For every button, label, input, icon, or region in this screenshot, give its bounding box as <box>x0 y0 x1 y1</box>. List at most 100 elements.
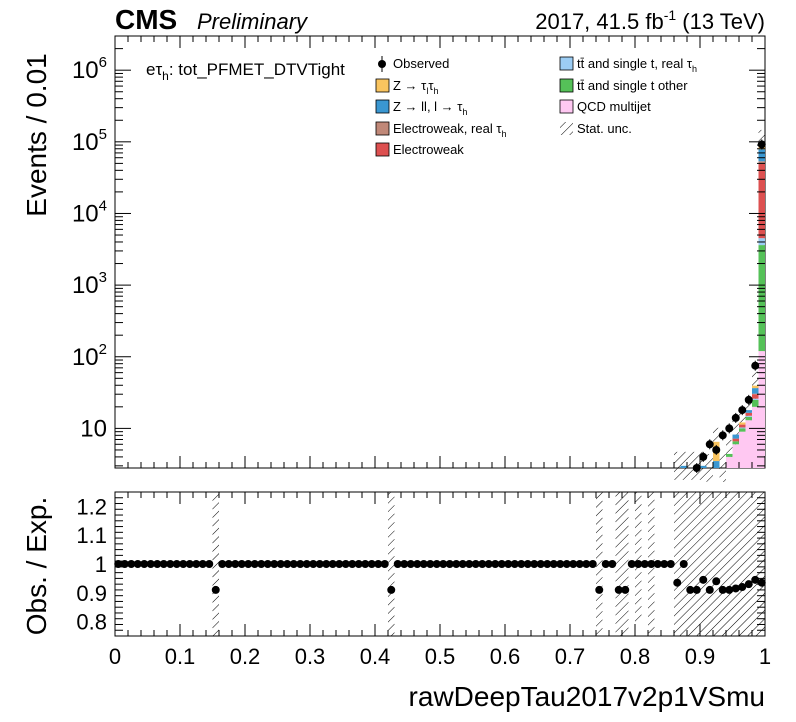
lower-ytick-label-3: 1.1 <box>76 523 107 548</box>
observed-point-8 <box>744 395 753 404</box>
ratio-point-11 <box>185 560 194 568</box>
bar-1-0.94 <box>726 453 733 457</box>
ratio-point-48 <box>426 560 435 568</box>
upper-ytick-label-base-5: 10 <box>72 57 99 84</box>
stat-unc-0.91 <box>706 454 713 482</box>
bar-3-0.97 <box>745 412 752 416</box>
channel-prefix: eτ <box>146 60 162 79</box>
bar-2-0.96 <box>739 427 746 429</box>
ratio-point-47 <box>419 560 428 568</box>
ratio-point-13 <box>198 560 207 568</box>
ratio-point-65 <box>536 560 545 568</box>
legend-label-4: Electroweak <box>393 142 464 157</box>
ratio-point-80 <box>634 560 643 568</box>
ratio-point-99 <box>757 578 766 587</box>
upper-ytick-label-exp-3: 4 <box>99 197 107 214</box>
bar-4-0.98 <box>752 393 759 395</box>
ratio-point-42 <box>387 585 396 594</box>
ratio-point-52 <box>452 560 461 568</box>
ratio-point-18 <box>231 560 240 568</box>
ratio-point-45 <box>406 560 415 568</box>
ratio-point-49 <box>432 560 441 568</box>
bar-5-0.92 <box>713 461 720 468</box>
ratio-point-98 <box>751 575 760 584</box>
ratio-point-92 <box>712 577 721 586</box>
bar-1-0.98 <box>752 399 759 407</box>
upper-ytick-label-exp-4: 5 <box>99 126 107 143</box>
ratio-point-40 <box>374 560 383 568</box>
ratio-point-9 <box>172 560 181 568</box>
ratio-point-32 <box>322 560 331 568</box>
bar-0-0.99 <box>758 351 765 468</box>
ratio-unc-band-6 <box>674 492 765 636</box>
observed-point-4 <box>718 431 727 440</box>
legend-label-text-7: QCD multijet <box>577 99 651 114</box>
legend-label-text-2: Z → ll, l → τ <box>393 99 463 114</box>
ratio-unc-band-2 <box>596 492 603 636</box>
legend-swatch-1 <box>375 78 390 93</box>
ratio-point-83 <box>653 560 662 568</box>
observed-point-0 <box>692 464 701 472</box>
ratio-point-21 <box>250 560 259 568</box>
ratio-unc-band-3 <box>615 492 629 636</box>
ratio-point-84 <box>660 560 669 568</box>
legend-label-text-1: Z → τ <box>393 78 427 93</box>
legend-label-text-0: Observed <box>393 56 449 71</box>
ratio-point-50 <box>439 560 448 568</box>
lower-xtick-label-9: 0.9 <box>685 644 716 669</box>
upper-ytick-label-exp-2: 3 <box>99 269 107 286</box>
ratio-point-82 <box>647 560 656 568</box>
lower-xtick-label-8: 0.8 <box>620 644 651 669</box>
ratio-point-95 <box>731 584 740 593</box>
upper-x-ticks <box>114 36 766 468</box>
lower-ytick-label-2: 1 <box>95 552 107 577</box>
lower-ytick-label-4: 1.2 <box>76 494 107 519</box>
legend-swatch-3 <box>375 121 390 136</box>
bar-1-0.96 <box>739 428 746 432</box>
bar-0-0.96 <box>739 431 746 468</box>
lower-xtick-label-7: 0.7 <box>555 644 586 669</box>
ratio-point-4 <box>140 560 149 568</box>
legend-label-text-6: tt̄ and single t other <box>577 78 688 93</box>
legend-label-6: tt̄ and single t other <box>577 78 688 93</box>
upper-observed <box>692 139 766 473</box>
bar-5-0.99 <box>758 149 765 162</box>
bar-0-0.98 <box>752 406 759 468</box>
bar-5-0.90 <box>700 465 707 468</box>
ratio-point-75 <box>601 560 610 568</box>
upper-ytick-label-exp-1: 2 <box>99 341 107 358</box>
ratio-point-16 <box>218 560 227 568</box>
bar-5-0.87 <box>680 465 687 468</box>
bar-2-0.98 <box>752 398 759 400</box>
lower-xtick-label-3: 0.3 <box>295 644 326 669</box>
ratio-point-70 <box>569 560 578 568</box>
ratio-point-28 <box>296 560 305 568</box>
observed-point-2 <box>705 440 714 449</box>
lumi-sup: -1 <box>664 7 677 23</box>
upper-ytick-label-1: 102 <box>72 341 107 371</box>
ratio-point-51 <box>445 560 454 568</box>
bar-2-0.97 <box>745 415 752 417</box>
legend-label-text-5: tt̄ and single t, real τ <box>577 56 693 71</box>
upper-ytick-label-4: 105 <box>72 126 107 156</box>
upper-ytick-label-2: 103 <box>72 269 107 299</box>
stat-unc-0.93 <box>719 454 726 482</box>
ratio-point-5 <box>146 560 155 568</box>
legend-label-sub-1: l <box>426 86 428 96</box>
upper-ytick-label-3: 104 <box>72 197 107 227</box>
legend-label-text-4: Electroweak <box>393 142 464 157</box>
bar-0-0.95 <box>732 444 739 468</box>
ratio-point-60 <box>504 560 513 568</box>
ratio-point-74 <box>595 585 604 594</box>
ratio-unc-band-0 <box>212 492 219 636</box>
legend-label-3: Electroweak, real τh <box>393 121 506 139</box>
ratio-point-85 <box>666 560 675 568</box>
upper-ytick-label-0: 10 <box>80 415 107 442</box>
bar-3-0.96 <box>739 424 746 428</box>
ratio-point-66 <box>543 560 552 568</box>
ratio-point-87 <box>679 560 688 568</box>
stat-unc-0.88 <box>687 451 694 480</box>
lower-ytick-label-1: 0.9 <box>76 581 107 606</box>
ratio-point-19 <box>237 560 246 568</box>
